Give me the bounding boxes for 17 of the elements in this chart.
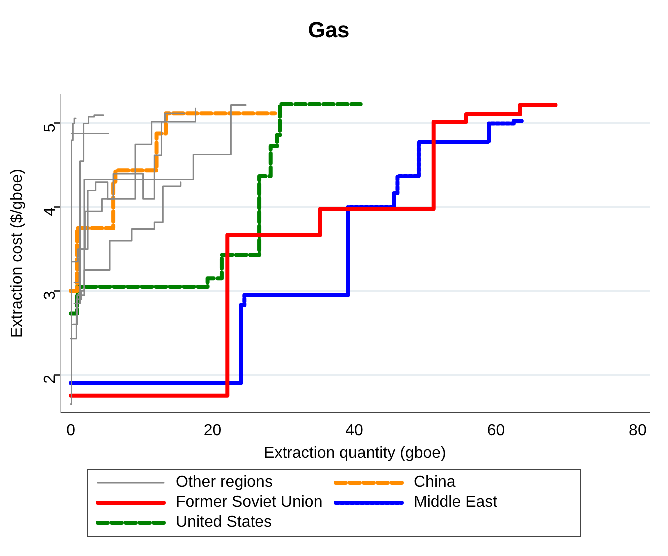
x-axis-title: Extraction quantity (gboe): [264, 444, 446, 462]
legend-label: Middle East: [414, 494, 498, 512]
y-tick-label: 2: [42, 374, 59, 384]
y-tick-label: 5: [42, 124, 59, 133]
x-tick-label: 80: [629, 422, 647, 440]
legend-label: United States: [176, 514, 272, 532]
chart-title: Gas: [308, 17, 350, 42]
x-tick-label: 0: [66, 422, 76, 440]
y-axis-title: Extraction cost ($/gboe): [9, 169, 26, 338]
x-tick-label: 40: [346, 422, 364, 440]
x-tick-label: 60: [487, 422, 506, 440]
legend-label: Other regions: [176, 474, 273, 492]
legend-label: China: [414, 474, 456, 492]
legend-label: Former Soviet Union: [176, 494, 323, 512]
y-tick-label: 4: [42, 207, 59, 216]
y-tick-label: 3: [42, 291, 59, 300]
x-tick-label: 20: [204, 422, 222, 440]
